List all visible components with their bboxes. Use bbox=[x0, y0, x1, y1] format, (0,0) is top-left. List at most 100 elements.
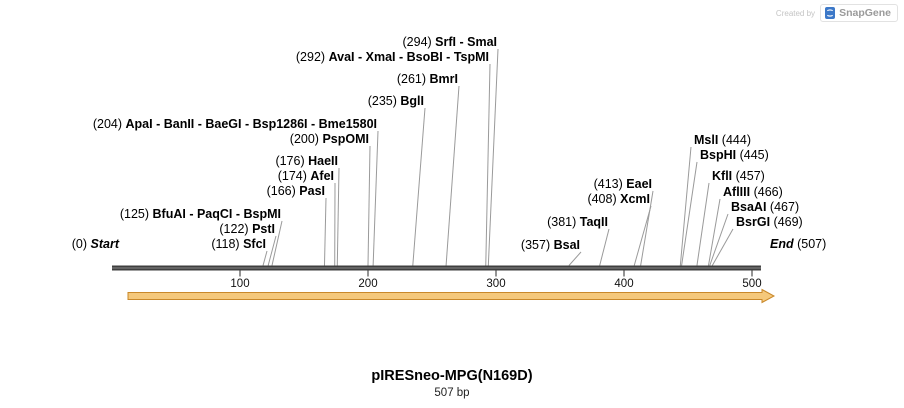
enzyme-callout-line bbox=[696, 182, 710, 266]
enzyme-callout-line bbox=[271, 220, 283, 266]
enzyme-name: ApaI - BanII - BaeGI - Bsp1286I - Bme158… bbox=[125, 117, 377, 131]
watermark-brand-label: SnapGene bbox=[839, 7, 891, 19]
ruler-tick-label: 100 bbox=[230, 278, 250, 290]
enzyme-callout-line bbox=[633, 205, 652, 266]
enzyme-callout-line bbox=[709, 213, 729, 266]
enzyme-name: SrfI - SmaI bbox=[435, 35, 497, 49]
start-position: (0) bbox=[71, 237, 88, 251]
construct-length: 507 bp bbox=[434, 387, 470, 399]
enzyme-callout-line bbox=[445, 85, 460, 266]
enzyme-position: (204) bbox=[92, 117, 123, 131]
enzyme-site-label[interactable]: (122) PstI bbox=[219, 221, 275, 237]
enzyme-position: (235) bbox=[367, 94, 397, 108]
watermark-created-by-label: Created by bbox=[775, 8, 816, 18]
enzyme-callout-line bbox=[640, 190, 654, 266]
enzyme-position: (445) bbox=[739, 148, 769, 162]
enzyme-site-label[interactable]: (261) BmrI bbox=[397, 71, 458, 87]
enzyme-site-label[interactable]: (235) BglI bbox=[368, 93, 424, 109]
enzyme-site-label[interactable]: (176) HaeII bbox=[275, 153, 338, 169]
enzyme-site-label[interactable]: (294) SrfI - SmaI bbox=[403, 34, 498, 50]
enzyme-callout-line bbox=[599, 228, 610, 266]
enzyme-name: BspHI bbox=[700, 148, 737, 162]
enzyme-callout-line bbox=[679, 146, 692, 266]
enzyme-position: (176) bbox=[275, 154, 305, 168]
enzyme-position: (200) bbox=[289, 132, 319, 146]
enzyme-callout-line bbox=[262, 250, 268, 266]
enzyme-site-label[interactable]: KflI (457) bbox=[712, 168, 765, 184]
watermark: Created by SnapGene bbox=[776, 4, 898, 22]
enzyme-name: EaeI bbox=[626, 177, 652, 191]
end-position: (507) bbox=[797, 237, 827, 251]
enzyme-name: AvaI - XmaI - BsoBI - TspMI bbox=[328, 50, 489, 64]
enzyme-position: (466) bbox=[753, 185, 783, 199]
enzyme-callout-line bbox=[707, 198, 721, 266]
enzyme-site-label[interactable]: BspHI (445) bbox=[700, 147, 769, 163]
enzyme-name: KflI bbox=[712, 169, 733, 183]
enzyme-site-label[interactable]: (357) BsaI bbox=[521, 237, 580, 253]
enzyme-position: (408) bbox=[587, 192, 617, 206]
enzyme-callout-line bbox=[323, 197, 327, 266]
enzyme-site-label[interactable]: (125) BfuAI - PaqCI - BspMI bbox=[120, 206, 281, 222]
enzyme-position: (118) bbox=[211, 237, 240, 251]
enzyme-name: BfuAI - PaqCI - BspMI bbox=[152, 207, 281, 221]
enzyme-callout-line bbox=[336, 167, 340, 266]
enzyme-name: SfcI bbox=[243, 237, 266, 251]
enzyme-site-label[interactable]: (408) XcmI bbox=[587, 191, 650, 207]
enzyme-name: XcmI bbox=[620, 192, 650, 206]
enzyme-position: (357) bbox=[520, 238, 551, 252]
enzyme-site-label[interactable]: (413) EaeI bbox=[594, 176, 652, 192]
enzyme-callout-line bbox=[412, 107, 426, 266]
enzyme-name: TaqII bbox=[579, 215, 608, 229]
enzyme-callout-line bbox=[568, 251, 582, 266]
enzyme-name: HaeII bbox=[308, 154, 338, 168]
enzyme-site-label[interactable]: (381) TaqII bbox=[547, 214, 608, 230]
enzyme-position: (261) bbox=[396, 72, 427, 86]
enzyme-name: BsrGI bbox=[736, 215, 771, 229]
enzyme-site-label[interactable]: (204) ApaI - BanII - BaeGI - Bsp1286I - … bbox=[93, 116, 377, 132]
enzyme-position: (413) bbox=[593, 177, 623, 191]
enzyme-name: PasI bbox=[299, 184, 325, 198]
enzyme-position: (294) bbox=[402, 35, 432, 49]
start-name: Start bbox=[90, 237, 119, 251]
enzyme-site-label[interactable]: (292) AvaI - XmaI - BsoBI - TspMI bbox=[296, 49, 489, 65]
enzyme-name: BsaAI bbox=[731, 200, 767, 214]
enzyme-site-label[interactable]: (174) AfeI bbox=[278, 168, 334, 184]
enzyme-position: (292) bbox=[295, 50, 326, 64]
end-name: End bbox=[770, 237, 794, 251]
enzyme-name: PspOMI bbox=[322, 132, 369, 146]
enzyme-site-label[interactable]: (200) PspOMI bbox=[290, 131, 369, 147]
feature-arrow[interactable] bbox=[127, 288, 776, 304]
enzyme-name: BsaI bbox=[553, 238, 580, 252]
enzyme-site-label[interactable]: (166) PasI bbox=[267, 183, 325, 199]
enzyme-site-label[interactable]: MslI (444) bbox=[694, 132, 751, 148]
snapgene-badge[interactable]: SnapGene bbox=[820, 4, 898, 22]
enzyme-name: PstI bbox=[252, 222, 275, 236]
enzyme-site-label[interactable]: AflIII (466) bbox=[723, 184, 783, 200]
map-footer: pIRESneo-MPG(N169D) 507 bp bbox=[0, 368, 904, 399]
enzyme-name: MslI bbox=[694, 133, 719, 147]
enzyme-callout-line bbox=[487, 48, 499, 266]
ruler-tick-label: 500 bbox=[742, 278, 762, 290]
ruler-tick-label: 300 bbox=[486, 278, 506, 290]
enzyme-site-label[interactable]: (118) SfcI bbox=[211, 236, 266, 252]
start-label: (0) Start bbox=[72, 236, 119, 252]
end-label: End (507) bbox=[770, 236, 826, 252]
enzyme-position: (457) bbox=[735, 169, 765, 183]
enzyme-name: BmrI bbox=[429, 72, 458, 86]
enzyme-site-label[interactable]: BsrGI (469) bbox=[736, 214, 803, 230]
enzyme-position: (122) bbox=[219, 222, 249, 236]
enzyme-name: AfeI bbox=[310, 169, 334, 183]
enzyme-callout-line bbox=[711, 228, 734, 266]
enzyme-site-label[interactable]: BsaAI (467) bbox=[731, 199, 799, 215]
enzyme-position: (125) bbox=[119, 207, 150, 221]
enzyme-callout-line bbox=[372, 130, 379, 266]
enzyme-name: AflIII bbox=[723, 185, 751, 199]
enzyme-position: (444) bbox=[721, 133, 751, 147]
enzyme-position: (469) bbox=[773, 215, 803, 229]
enzyme-callout-line bbox=[681, 161, 698, 266]
enzyme-position: (166) bbox=[266, 184, 296, 198]
enzyme-name: BglI bbox=[400, 94, 424, 108]
ruler-tick-label: 200 bbox=[358, 278, 378, 290]
enzyme-callout-line bbox=[267, 235, 277, 266]
